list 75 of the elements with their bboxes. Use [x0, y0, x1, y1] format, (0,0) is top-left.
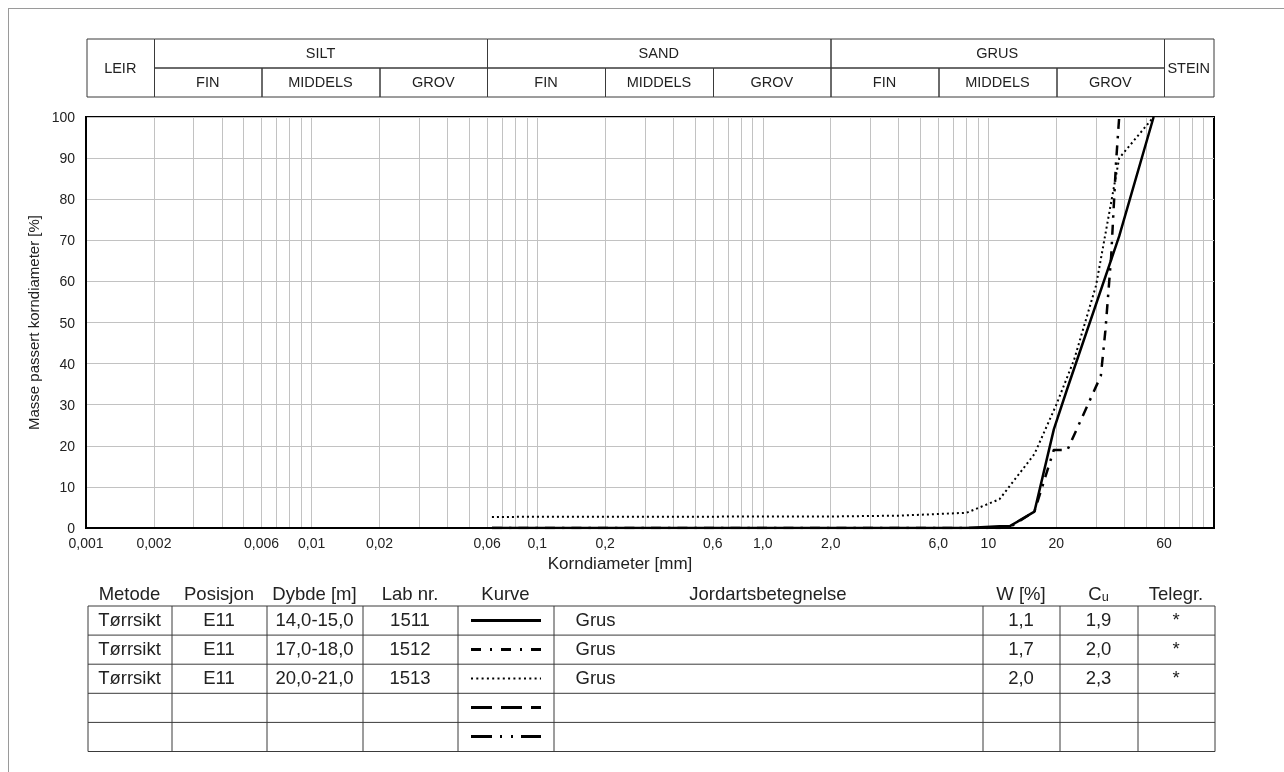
text: E11 [203, 638, 235, 661]
x-tick-label: 6,0 [928, 535, 949, 551]
x-tick-label: 0,002 [136, 535, 172, 551]
text: Posisjon [184, 582, 254, 605]
y-tick-label: 40 [59, 355, 76, 372]
y-tick-label: 20 [59, 437, 76, 454]
text: * [1172, 667, 1180, 690]
text: Tørrsikt [98, 667, 161, 690]
x-tick-label: 0,01 [297, 535, 326, 551]
text: SAND [638, 45, 679, 61]
text: Grus [575, 609, 616, 632]
x-tick-label: 2,0 [820, 535, 841, 551]
text: MIDDELS [288, 74, 353, 90]
text: 1511 [390, 609, 430, 632]
x-tick-label: 0,02 [365, 535, 394, 551]
text: 1512 [389, 638, 431, 661]
text: GROV [1088, 74, 1132, 90]
text: * [1172, 638, 1180, 661]
x-tick-label: 0,001 [68, 535, 104, 551]
text: Jordartsbetegnelse [689, 582, 847, 605]
y-tick-label: 100 [51, 109, 76, 125]
text: Telegr. [1148, 582, 1204, 605]
text: 1,7 [1008, 638, 1034, 661]
x-tick-label: 0,6 [703, 535, 723, 551]
text: FIN [872, 74, 897, 90]
text: * [1172, 609, 1180, 632]
text: GROV [750, 74, 794, 90]
x-axis-title: Korndiameter [mm] [547, 553, 693, 573]
x-tick-label: 20 [1048, 535, 1065, 551]
text: Cᵤ [1088, 582, 1109, 605]
x-tick-label: 60 [1156, 535, 1172, 551]
text: 2,0 [1008, 667, 1034, 690]
text: E11 [203, 667, 235, 690]
x-tick-label: 0,1 [527, 535, 548, 551]
y-tick-label: 0 [67, 520, 76, 536]
text: 2,0 [1085, 638, 1112, 661]
text: Dybde [m] [272, 582, 357, 605]
text: SILT [305, 45, 336, 61]
x-tick-label: 0,006 [244, 535, 280, 551]
text: Kurve [481, 582, 530, 605]
text: Grus [575, 638, 616, 661]
text: GRUS [976, 45, 1019, 61]
text: MIDDELS [965, 74, 1030, 90]
y-tick-label: 70 [59, 232, 76, 249]
y-tick-label: 80 [59, 191, 76, 208]
text: FIN [534, 74, 558, 90]
text: STEIN [1167, 59, 1211, 76]
text: Lab nr. [381, 582, 439, 605]
text: E11 [203, 609, 235, 632]
text: 2,3 [1085, 667, 1112, 690]
x-tick-label: 1,0 [753, 535, 773, 551]
y-tick-label: 30 [59, 396, 76, 413]
y-tick-label: 60 [59, 273, 76, 290]
y-tick-label: 90 [59, 150, 76, 167]
x-tick-label: 0,06 [473, 535, 501, 551]
text: Metode [98, 582, 161, 605]
x-tick-label: 10 [980, 535, 997, 551]
text: 14,0-15,0 [275, 609, 354, 632]
text: Tørrsikt [98, 609, 161, 632]
text: 1513 [389, 667, 431, 690]
text: 1,9 [1085, 609, 1112, 632]
text: Grus [575, 667, 616, 690]
y-tick-label: 10 [59, 478, 76, 495]
text: GROV [411, 74, 455, 90]
text: 1,1 [1008, 609, 1034, 632]
text: Tørrsikt [98, 638, 161, 661]
text: 20,0-21,0 [275, 667, 354, 690]
text: FIN [196, 74, 220, 90]
x-tick-label: 0,2 [595, 535, 616, 551]
y-tick-label: 50 [59, 314, 76, 331]
text: MIDDELS [626, 74, 692, 90]
text: LEIR [104, 59, 137, 76]
text: W [%] [996, 582, 1046, 605]
text: 17,0-18,0 [275, 638, 354, 661]
y-axis-title: Masse passert korndiameter [%] [24, 214, 42, 431]
